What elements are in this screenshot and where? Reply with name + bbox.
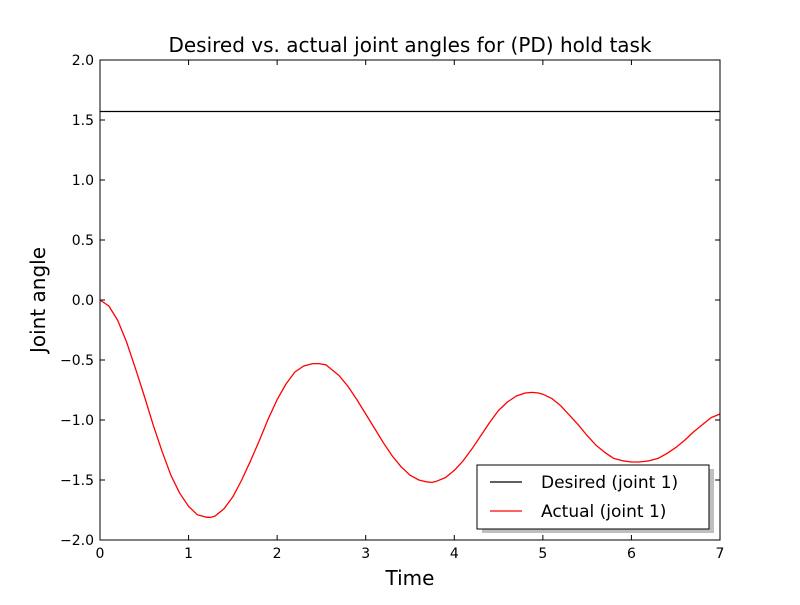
plot-area	[100, 60, 720, 540]
x-tick-label: 1	[184, 546, 193, 562]
y-tick-label: 1.0	[72, 173, 94, 189]
y-axis-ticks: 2.0 1.5 1.0 0.5 0.0 −0.5 −1.0 −1.5 −2.0	[60, 53, 720, 549]
legend: Desired (joint 1) Actual (joint 1)	[476, 464, 714, 533]
x-tick-label: 7	[716, 546, 725, 562]
x-tick-label: 4	[450, 546, 459, 562]
chart-title: Desired vs. actual joint angles for (PD)…	[168, 33, 652, 57]
y-tick-label: 1.5	[72, 113, 94, 129]
x-tick-label: 2	[273, 546, 282, 562]
x-tick-label: 6	[627, 546, 636, 562]
legend-label-desired: Desired (joint 1)	[541, 473, 678, 493]
y-axis-title: Joint angle	[26, 247, 50, 355]
legend-box	[476, 464, 710, 530]
x-tick-label: 5	[538, 546, 547, 562]
legend-label-actual: Actual (joint 1)	[541, 502, 666, 522]
y-tick-label: −1.5	[60, 473, 94, 489]
y-tick-label: 2.0	[72, 53, 94, 69]
y-tick-label: −2.0	[60, 533, 94, 549]
x-tick-label: 3	[361, 546, 370, 562]
y-tick-label: −1.0	[60, 413, 94, 429]
y-tick-label: 0.5	[72, 233, 94, 249]
series-layer	[99, 110, 721, 519]
plot-frame	[99, 59, 721, 541]
x-axis-title: Time	[385, 566, 435, 590]
x-tick-label: 0	[96, 546, 105, 562]
y-tick-label: −0.5	[60, 353, 94, 369]
series-line-actual	[99, 299, 721, 519]
y-tick-label: 0.0	[72, 293, 94, 309]
